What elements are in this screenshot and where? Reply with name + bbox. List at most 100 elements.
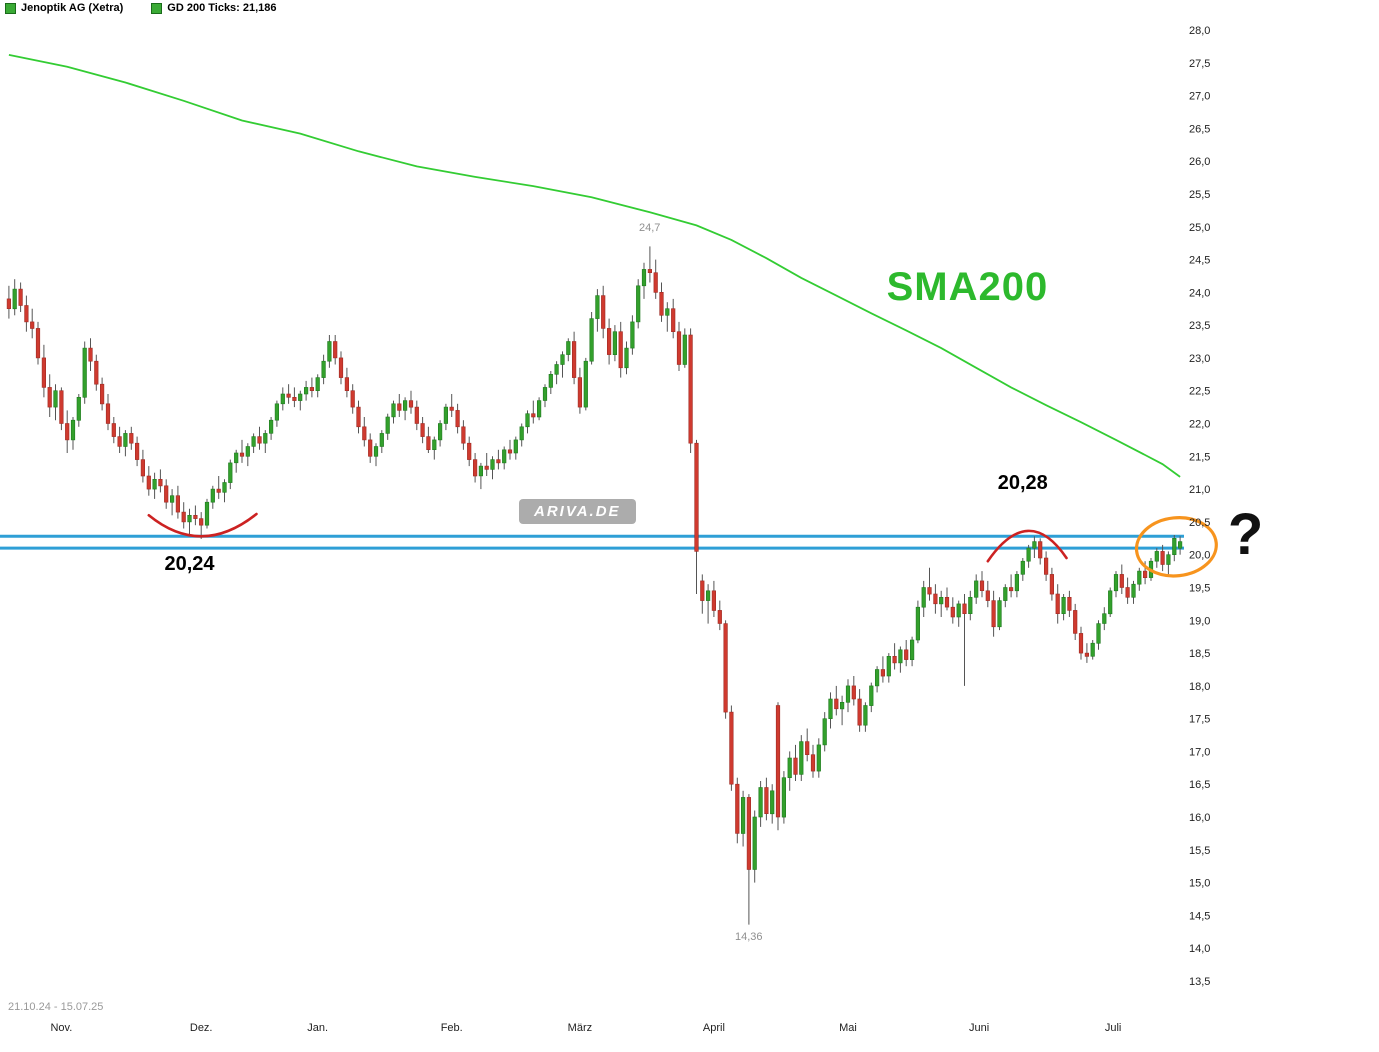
candle-body [618,331,623,369]
candle-body [647,269,652,273]
candle [1038,538,1043,565]
candle [1014,571,1019,598]
candle [711,580,716,617]
candle [723,620,728,719]
x-axis-label: Feb. [441,1022,463,1034]
candle-body [12,288,17,310]
candle-body [1014,574,1019,592]
candle-body [554,364,559,375]
candle [839,695,845,726]
candle-body [263,433,268,444]
candle [408,390,414,414]
candle [82,341,87,404]
candle [1113,571,1119,598]
candle-body [834,698,839,710]
candle [1178,536,1183,555]
candle-body [105,403,111,424]
candle-body [117,436,122,447]
candle-body [129,433,134,444]
candle [950,597,955,624]
candle [676,321,682,371]
candle [834,685,839,716]
candle [268,417,274,440]
candle-body [787,757,792,779]
candle [939,590,944,617]
candle-body [478,465,484,477]
candle-body [886,655,891,677]
x-axis-label: Jan. [307,1022,328,1034]
candle-body [280,393,285,405]
candle-body [175,495,181,513]
candle-body [333,341,338,359]
x-axis-label: Mai [839,1022,857,1034]
y-axis-label: 19,0 [1189,615,1210,627]
candle [898,646,903,673]
candle-body [94,360,99,385]
candle-body [1003,587,1008,601]
candle-body [100,383,105,405]
candle-body [461,426,466,444]
candle-body [368,439,373,457]
candle-body [402,400,408,411]
candle [595,289,600,332]
candle-body [1143,570,1148,578]
candle [531,400,536,424]
candle-body [397,403,402,411]
candle [251,433,256,453]
candle-body [735,783,740,834]
candle [548,371,553,394]
y-axis-label: 23,0 [1189,353,1210,365]
candle [927,567,932,601]
candle [327,335,332,368]
candle [274,400,280,427]
candle-body [1125,587,1130,598]
candle [432,436,437,460]
candle [385,413,390,440]
candle [129,426,134,450]
y-axis-label: 14,5 [1189,910,1210,922]
y-axis-label: 17,5 [1189,714,1210,726]
candle [770,784,775,824]
candle [624,341,629,375]
candle [472,453,478,483]
candle [542,384,548,408]
candle-body [1137,570,1142,585]
candle-body [624,347,629,369]
candle [904,640,909,667]
candle-body [1178,541,1183,549]
candle [665,302,670,332]
candle [105,394,111,431]
candle [577,367,582,414]
candle-body [845,685,851,703]
candle [245,443,250,467]
candle [350,384,355,414]
candle [181,502,186,529]
candle-body [956,603,961,618]
candle-body [239,452,245,457]
candle-body [921,587,926,608]
candle-body [880,669,885,677]
candle [455,403,460,434]
candle-body [1061,596,1066,614]
candle-body [379,433,384,447]
candle-body [1044,557,1049,575]
candle [746,794,751,925]
candle-body [909,639,915,661]
candle-body [1102,613,1107,624]
candle [1078,626,1084,660]
candle [536,397,542,421]
gd200-label: GD 200 Ticks: 21,186 [167,2,277,14]
legend-item-instrument: Jenoptik AG (Xetra) [5,2,123,14]
candle [857,689,862,732]
candle [828,692,833,729]
candle-body [338,357,344,378]
candle [886,653,891,683]
gd200-color-swatch-icon [151,2,163,14]
candle [1084,643,1089,663]
candle-body [915,606,920,641]
candle-body [746,797,751,870]
candle [962,594,967,686]
y-axis-label: 25,0 [1189,222,1210,234]
candle [525,410,530,434]
candle-body [531,413,536,418]
